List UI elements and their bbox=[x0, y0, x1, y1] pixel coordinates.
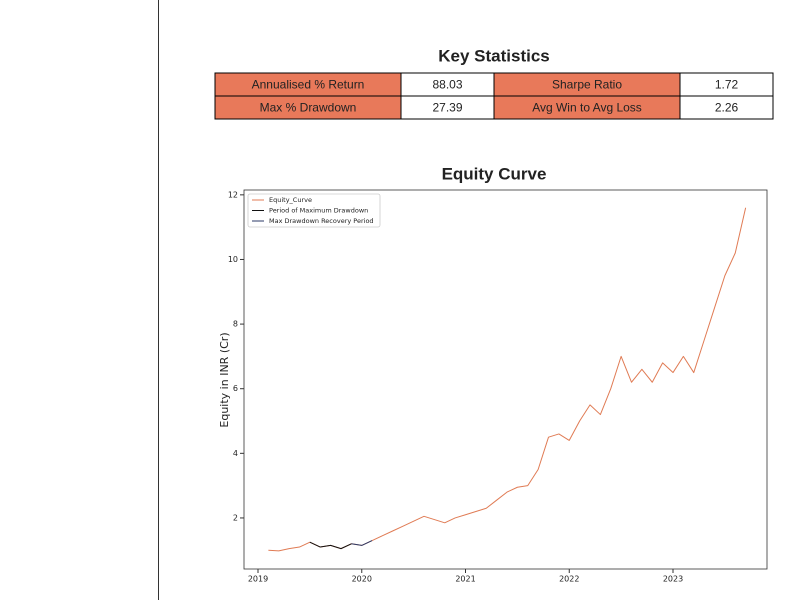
series-line bbox=[351, 540, 373, 546]
stat-label: Avg Win to Avg Loss bbox=[532, 101, 642, 115]
x-tick-label: 2022 bbox=[559, 575, 579, 584]
legend-label: Period of Maximum Drawdown bbox=[269, 207, 368, 215]
y-tick-label: 2 bbox=[233, 513, 238, 522]
legend-label: Max Drawdown Recovery Period bbox=[269, 217, 374, 225]
x-tick-label: 2021 bbox=[455, 575, 475, 584]
legend-box bbox=[247, 193, 381, 228]
stat-value: 88.03 bbox=[432, 78, 462, 92]
stat-label: Sharpe Ratio bbox=[552, 78, 622, 92]
stat-label: Max % Drawdown bbox=[260, 101, 357, 115]
y-tick-label: 12 bbox=[228, 190, 238, 199]
y-tick-label: 10 bbox=[228, 255, 238, 264]
stat-value: 1.72 bbox=[715, 78, 739, 92]
y-tick-label: 8 bbox=[233, 320, 238, 329]
stat-value-cell bbox=[679, 95, 774, 120]
x-tick-label: 2023 bbox=[663, 575, 683, 584]
x-tick-label: 2019 bbox=[248, 575, 268, 584]
plot-frame bbox=[243, 189, 768, 570]
y-tick-label: 6 bbox=[233, 384, 238, 393]
y-tick-label: 4 bbox=[233, 449, 238, 458]
y-axis-label: Equity in INR (Cr) bbox=[218, 332, 231, 427]
series-line bbox=[309, 541, 352, 550]
stat-value: 27.39 bbox=[432, 101, 462, 115]
stats-title: Key Statistics bbox=[438, 46, 550, 65]
chart-title: Equity Curve bbox=[442, 164, 547, 183]
x-tick-label: 2020 bbox=[352, 575, 372, 584]
stat-value: 2.26 bbox=[715, 101, 739, 115]
series-line bbox=[268, 207, 747, 552]
stat-label: Annualised % Return bbox=[252, 78, 365, 92]
legend-label: Equity_Curve bbox=[269, 196, 312, 204]
